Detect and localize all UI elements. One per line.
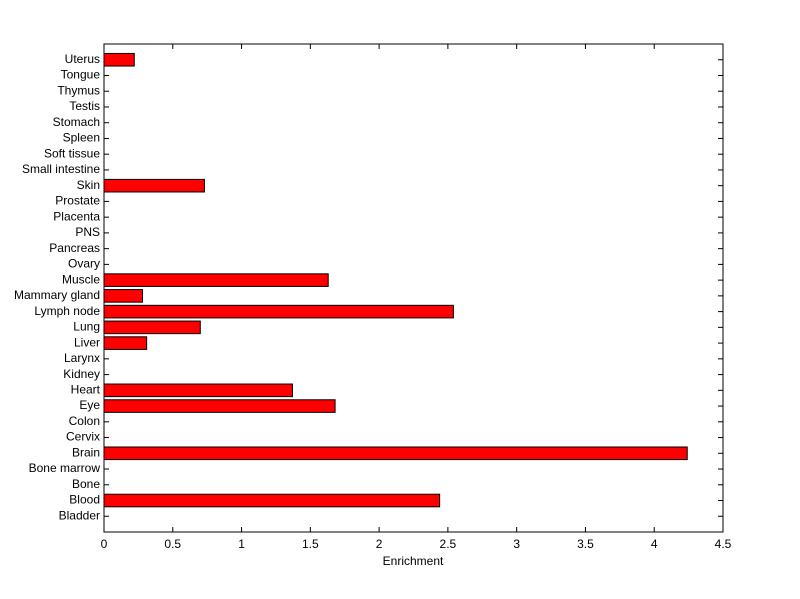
bar — [103, 52, 135, 67]
y-tick-label: Eye — [79, 398, 100, 412]
y-tick-label: Kidney — [63, 367, 100, 381]
bar — [103, 289, 144, 303]
bar — [103, 399, 336, 413]
bar — [103, 336, 148, 350]
y-tick-label: Liver — [74, 335, 100, 349]
y-tick-label: Soft tissue — [44, 146, 100, 160]
x-tick-label: 3.5 — [577, 537, 594, 551]
bar — [103, 304, 454, 319]
x-tick-label: 4 — [651, 537, 658, 551]
y-tick-label: Lung — [73, 320, 100, 334]
y-tick-label: PNS — [75, 225, 100, 239]
y-tick-label: Muscle — [62, 272, 100, 286]
y-tick-label: Lymph node — [34, 304, 100, 318]
y-tick-label: Skin — [77, 178, 100, 192]
y-tick-label: Cervix — [66, 430, 100, 444]
bar — [103, 383, 293, 398]
y-tick-label: Blood — [69, 493, 100, 507]
y-tick-label: Bladder — [59, 508, 100, 522]
x-tick-label: 0.5 — [164, 537, 181, 551]
x-tick-label: 0 — [101, 537, 108, 551]
x-tick-label: 1 — [238, 537, 245, 551]
y-tick-label: Colon — [69, 414, 100, 428]
y-tick-label: Small intestine — [22, 162, 100, 176]
y-tick-label: Prostate — [55, 194, 100, 208]
y-tick-label: Thymus — [57, 83, 100, 97]
y-tick-label: Tongue — [61, 68, 101, 82]
x-tick-label: 1.5 — [302, 537, 319, 551]
y-tick-label: Larynx — [64, 351, 100, 365]
x-tick-label: 2 — [376, 537, 383, 551]
y-tick-label: Mammary gland — [14, 288, 100, 302]
x-tick-label: 2.5 — [440, 537, 457, 551]
bar — [103, 178, 205, 193]
x-axis-label: Enrichment — [383, 554, 444, 568]
bar — [103, 446, 688, 461]
y-tick-label: Placenta — [53, 209, 100, 223]
x-tick-label: 3 — [513, 537, 520, 551]
y-tick-label: Testis — [69, 99, 100, 113]
y-tick-label: Brain — [72, 445, 100, 459]
bar — [103, 493, 441, 508]
bar — [103, 273, 329, 287]
y-tick-label: Bone marrow — [29, 461, 101, 475]
y-tick-label: Pancreas — [49, 241, 100, 255]
x-tick-label: 4.5 — [715, 537, 732, 551]
y-tick-label: Bone — [72, 477, 100, 491]
bar — [103, 320, 201, 335]
y-tick-label: Spleen — [63, 131, 100, 145]
y-tick-label: Ovary — [68, 257, 100, 271]
y-tick-label: Uterus — [65, 52, 100, 66]
y-tick-label: Stomach — [53, 115, 100, 129]
y-tick-label: Heart — [71, 382, 101, 396]
